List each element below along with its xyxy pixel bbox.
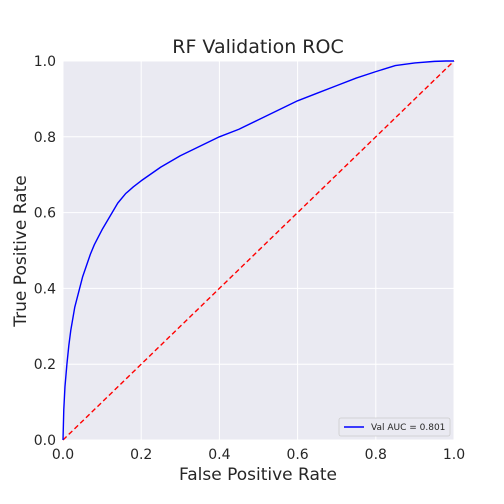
x-axis-label: False Positive Rate [179,465,337,485]
legend: Val AUC = 0.801 [338,417,451,437]
chart-title: RF Validation ROC [172,36,343,58]
y-tick-label: 0.4 [34,281,56,297]
y-tick-label: 0.8 [34,130,56,146]
x-tick-label: 0.8 [365,447,387,463]
y-tick-label: 0.0 [34,433,56,449]
y-tick-label: 0.2 [34,357,56,373]
roc-curve-line [62,60,454,441]
chance-diagonal-line [62,60,455,441]
x-tick-labels: 0.0 0.2 0.4 0.6 0.8 1.0 [52,447,465,463]
y-tick-label: 0.6 [34,206,56,222]
x-tick-label: 0.4 [208,447,230,463]
series-layer [62,60,455,441]
x-tick-label: 0.0 [52,447,74,463]
x-gridlines [62,61,455,440]
legend-box [338,417,451,437]
x-tick-label: 0.2 [130,447,152,463]
legend-label-val-auc: Val AUC = 0.801 [371,423,445,433]
y-gridlines [63,60,454,441]
x-tick-label: 0.6 [286,447,308,463]
y-tick-labels: 0.0 0.2 0.4 0.6 0.8 1.0 [34,54,56,449]
y-axis-label: True Positive Rate [11,175,31,327]
y-tick-label: 1.0 [34,54,56,70]
x-tick-label: 1.0 [443,447,465,463]
